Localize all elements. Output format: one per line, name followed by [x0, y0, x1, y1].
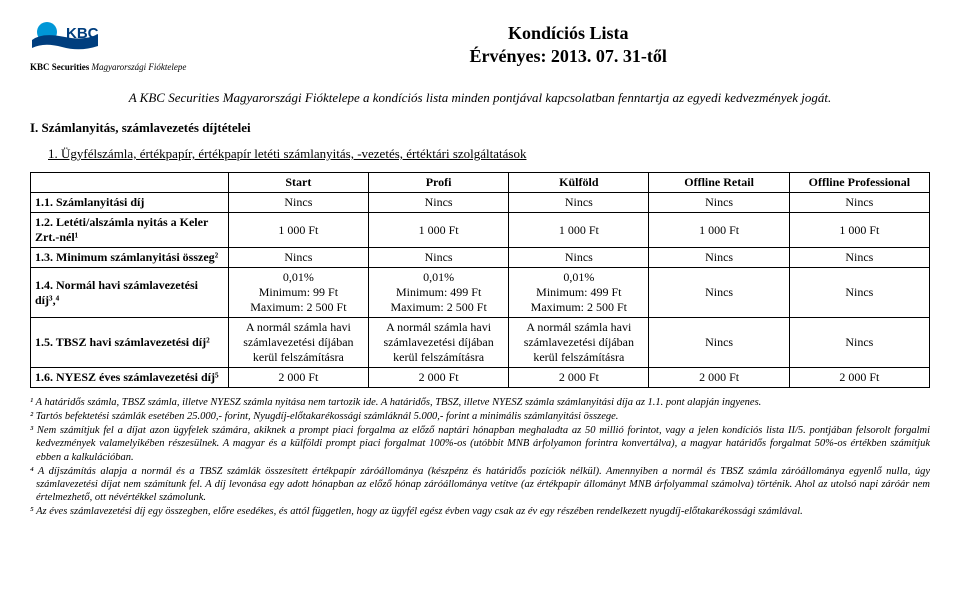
table-cell: 2 000 Ft [369, 368, 509, 388]
row-label: 1.2. Letéti/alszámla nyitás a Keler Zrt.… [31, 213, 229, 248]
footnote-2: ² Tartós befektetési számlák esetében 25… [30, 410, 930, 423]
table-cell: Nincs [789, 268, 929, 318]
table-cell: Nincs [649, 318, 789, 368]
row-label: 1.4. Normál havi számlavezetési díj³,⁴ [31, 268, 229, 318]
col-header: Profi [369, 173, 509, 193]
table-cell: Nincs [649, 193, 789, 213]
table-header-row: Start Profi Külföld Offline Retail Offli… [31, 173, 930, 193]
table-cell: Nincs [789, 193, 929, 213]
table-head: Start Profi Külföld Offline Retail Offli… [31, 173, 930, 193]
table-cell: Nincs [228, 193, 368, 213]
table-cell: 0,01%Minimum: 499 FtMaximum: 2 500 Ft [369, 268, 509, 318]
table-cell: A normál számla havi számlavezetési díjá… [369, 318, 509, 368]
table-cell: 1 000 Ft [228, 213, 368, 248]
table-body: 1.1. Számlanyitási díjNincsNincsNincsNin… [31, 193, 930, 388]
row-label: 1.1. Számlanyitási díj [31, 193, 229, 213]
table-cell: 0,01%Minimum: 499 FtMaximum: 2 500 Ft [509, 268, 649, 318]
title-line-1: Kondíciós Lista [206, 22, 930, 45]
header-blank [31, 173, 229, 193]
table-row: 1.5. TBSZ havi számlavezetési díj²A norm… [31, 318, 930, 368]
company-italic: Magyarországi Fióktelepe [92, 62, 187, 72]
col-header: Start [228, 173, 368, 193]
table-row: 1.2. Letéti/alszámla nyitás a Keler Zrt.… [31, 213, 930, 248]
company-name: KBC Securities Magyarországi Fióktelepe [30, 62, 186, 72]
footnotes: ¹ A határidős számla, TBSZ számla, illet… [30, 396, 930, 518]
table-cell: A normál számla havi számlavezetési díjá… [509, 318, 649, 368]
footnote-4: ⁴ A díjszámítás alapja a normál és a TBS… [30, 465, 930, 504]
kbc-logo-icon: KBC [30, 20, 100, 60]
table-row: 1.6. NYESZ éves számlavezetési díj⁵2 000… [31, 368, 930, 388]
col-header: Külföld [509, 173, 649, 193]
row-label: 1.5. TBSZ havi számlavezetési díj² [31, 318, 229, 368]
col-header: Offline Professional [789, 173, 929, 193]
table-cell: 2 000 Ft [509, 368, 649, 388]
table-cell: 2 000 Ft [649, 368, 789, 388]
table-cell: Nincs [789, 318, 929, 368]
table-cell: Nincs [649, 248, 789, 268]
logo-block: KBC KBC Securities Magyarországi Fióktel… [30, 20, 186, 72]
table-cell: 1 000 Ft [649, 213, 789, 248]
table-cell: 2 000 Ft [228, 368, 368, 388]
table-cell: Nincs [509, 193, 649, 213]
table-row: 1.4. Normál havi számlavezetési díj³,⁴0,… [31, 268, 930, 318]
table-cell: 1 000 Ft [789, 213, 929, 248]
document-title: Kondíciós Lista Érvényes: 2013. 07. 31-t… [206, 22, 930, 69]
table-cell: Nincs [649, 268, 789, 318]
page-header: KBC KBC Securities Magyarországi Fióktel… [30, 20, 930, 72]
svg-text:KBC: KBC [66, 25, 99, 42]
intro-text: A KBC Securities Magyarországi Fióktelep… [30, 90, 930, 106]
row-label: 1.3. Minimum számlanyitási összeg² [31, 248, 229, 268]
table-row: 1.1. Számlanyitási díjNincsNincsNincsNin… [31, 193, 930, 213]
col-header: Offline Retail [649, 173, 789, 193]
section-1-heading: I. Számlanyitás, számlavezetés díjtétele… [30, 120, 930, 136]
footnote-5: ⁵ Az éves számlavezetési díj egy összegb… [30, 505, 930, 518]
table-cell: A normál számla havi számlavezetési díjá… [228, 318, 368, 368]
table-cell: Nincs [789, 248, 929, 268]
section-1-subheading: 1. Ügyfélszámla, értékpapír, értékpapír … [48, 146, 930, 162]
fee-table: Start Profi Külföld Offline Retail Offli… [30, 172, 930, 388]
table-cell: 0,01%Minimum: 99 FtMaximum: 2 500 Ft [228, 268, 368, 318]
row-label: 1.6. NYESZ éves számlavezetési díj⁵ [31, 368, 229, 388]
company-bold: KBC Securities [30, 62, 89, 72]
title-line-2: Érvényes: 2013. 07. 31-től [206, 45, 930, 68]
table-cell: 1 000 Ft [369, 213, 509, 248]
table-cell: Nincs [369, 193, 509, 213]
table-cell: 2 000 Ft [789, 368, 929, 388]
table-row: 1.3. Minimum számlanyitási összeg²NincsN… [31, 248, 930, 268]
table-cell: Nincs [228, 248, 368, 268]
table-cell: Nincs [509, 248, 649, 268]
footnote-3: ³ Nem számítjuk fel a díjat azon ügyfele… [30, 424, 930, 463]
table-cell: 1 000 Ft [509, 213, 649, 248]
table-cell: Nincs [369, 248, 509, 268]
footnote-1: ¹ A határidős számla, TBSZ számla, illet… [30, 396, 930, 409]
